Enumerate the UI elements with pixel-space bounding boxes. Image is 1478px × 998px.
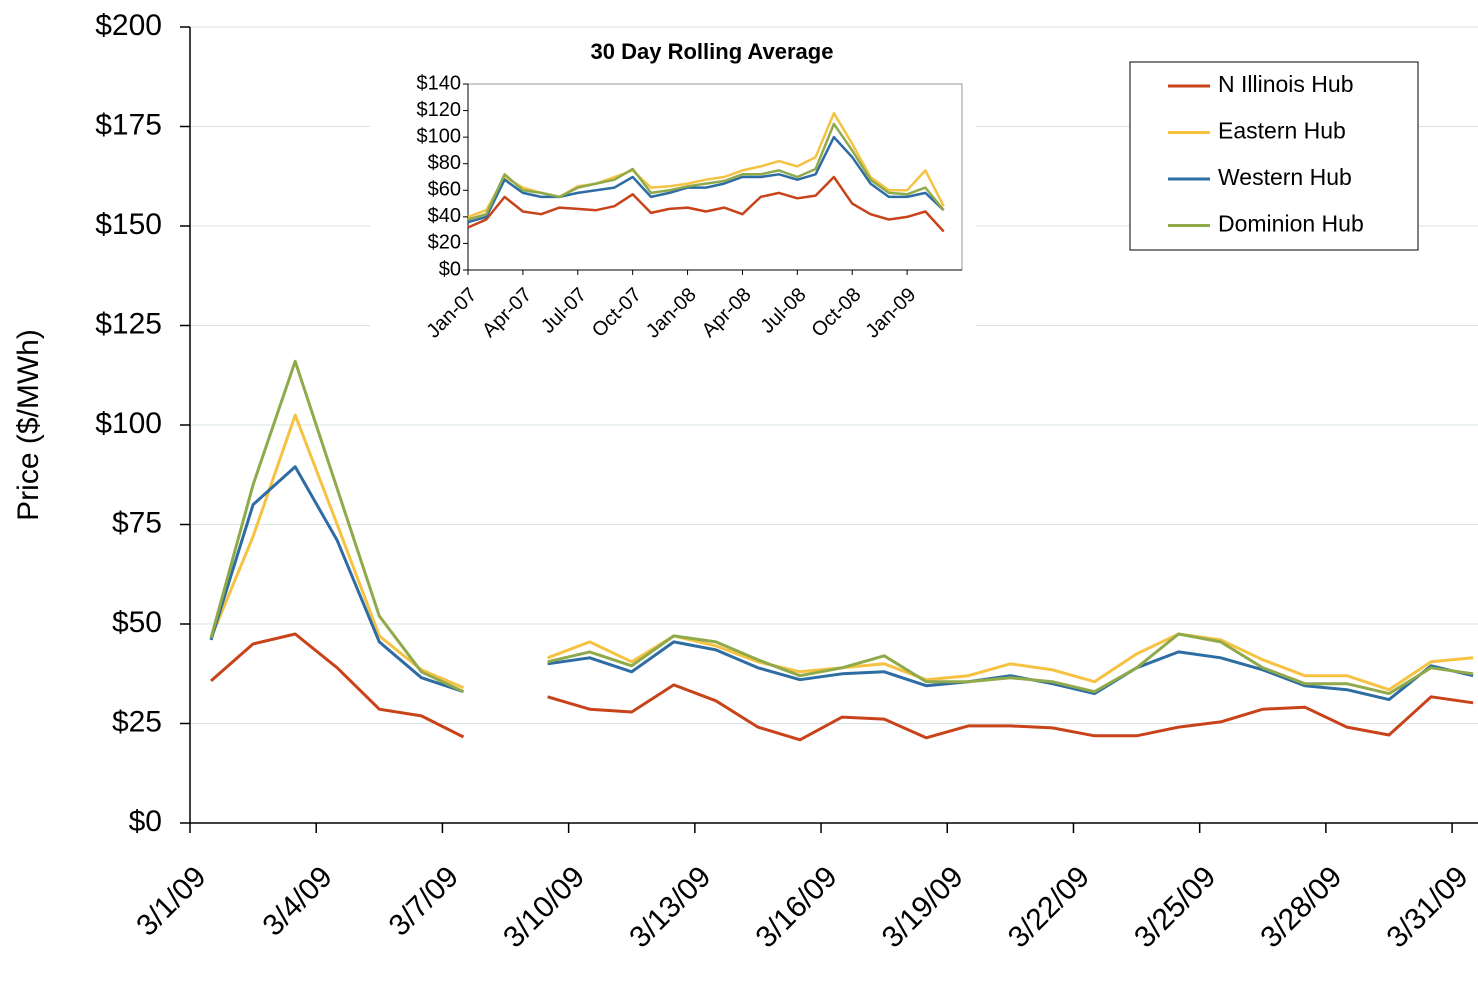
inset-y-tick-label: $0 — [439, 258, 461, 280]
x-tick-label: 3/28/09 — [1254, 860, 1348, 954]
y-tick-label: $50 — [112, 606, 162, 639]
series-line — [467, 122, 945, 221]
inset-y-tick-label: $20 — [428, 232, 461, 254]
y-tick-label: $150 — [95, 208, 162, 241]
x-tick-label: 3/7/09 — [383, 860, 465, 942]
legend-label: Dominion Hub — [1218, 211, 1364, 237]
x-tick-label: 3/10/09 — [497, 860, 591, 954]
inset-title: 30 Day Rolling Average — [591, 39, 834, 64]
inset-y-tick-label: $140 — [417, 72, 462, 94]
x-tick-label: 3/22/09 — [1002, 860, 1096, 954]
legend-box — [1129, 61, 1419, 251]
inset-y-tick-label: $40 — [428, 205, 461, 227]
x-tick-label: 3/1/09 — [130, 860, 212, 942]
series-line — [209, 465, 1474, 702]
x-tick-label: 3/4/09 — [256, 860, 338, 942]
x-tick-label: 3/16/09 — [749, 860, 843, 954]
y-tick-label: $175 — [95, 108, 162, 141]
y-tick-label: $100 — [95, 407, 162, 440]
series-line — [210, 632, 1474, 742]
series-line — [467, 175, 945, 233]
x-tick-label: 3/25/09 — [1128, 860, 1222, 954]
y-tick-label: $0 — [129, 805, 162, 838]
inset-y-tick-label: $100 — [417, 125, 462, 147]
y-tick-label: $125 — [95, 307, 162, 340]
y-axis-label: Price ($/MWh) — [12, 329, 45, 521]
y-tick-label: $25 — [112, 705, 162, 738]
series-line — [467, 135, 945, 224]
y-tick-label: $75 — [112, 506, 162, 539]
x-tick-label: 3/31/09 — [1381, 860, 1475, 954]
legend-label: Eastern Hub — [1218, 118, 1346, 144]
series-line — [209, 413, 1474, 692]
inset-y-tick-label: $120 — [417, 99, 462, 121]
legend-label: N Illinois Hub — [1218, 71, 1354, 97]
legend-label: Western Hub — [1218, 164, 1352, 190]
series-line — [209, 359, 1474, 696]
y-tick-label: $200 — [95, 9, 162, 42]
inset-y-tick-label: $60 — [428, 179, 461, 201]
x-tick-label: 3/13/09 — [623, 860, 717, 954]
inset-y-tick-label: $80 — [428, 152, 461, 174]
x-tick-label: 3/19/09 — [876, 860, 970, 954]
